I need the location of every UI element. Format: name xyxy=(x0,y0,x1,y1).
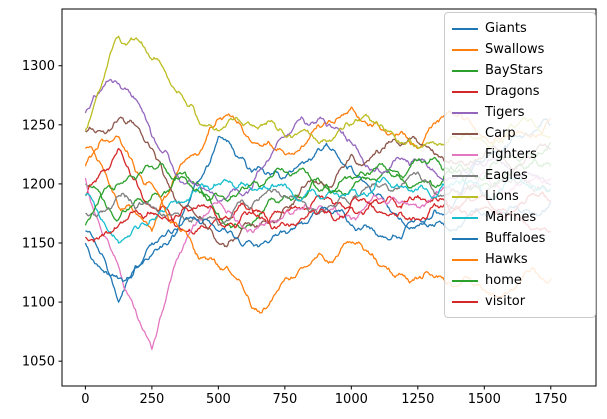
legend-entry-buffaloes: Buffaloes xyxy=(452,228,589,249)
legend-line-sample xyxy=(452,258,478,261)
legend-label: Buffaloes xyxy=(485,231,546,246)
legend-label: BayStars xyxy=(485,63,544,78)
legend-line-sample xyxy=(452,69,478,72)
legend-entry-home: home xyxy=(452,270,589,291)
legend-label: home xyxy=(485,273,522,288)
legend-label: Carp xyxy=(485,126,516,141)
legend-line-sample xyxy=(452,90,478,93)
legend-entry-baystars: BayStars xyxy=(452,60,589,81)
y-tick-label: 1200 xyxy=(22,177,55,192)
y-tick-label: 1050 xyxy=(22,355,55,370)
legend-entry-eagles: Eagles xyxy=(452,165,589,186)
legend-line-sample xyxy=(452,216,478,219)
legend: Giants Swallows BayStars Dragons Tigers Carp F… xyxy=(444,12,596,318)
legend-entry-giants: Giants xyxy=(452,18,589,39)
legend-line-sample xyxy=(452,48,478,51)
x-tick-label: 1750 xyxy=(534,392,567,407)
legend-entry-visitor: visitor xyxy=(452,291,589,312)
legend-line-sample xyxy=(452,300,478,303)
legend-label: Hawks xyxy=(485,252,528,267)
legend-line-sample xyxy=(452,174,478,177)
legend-entry-lions: Lions xyxy=(452,186,589,207)
axes-spines xyxy=(61,8,597,387)
legend-label: Tigers xyxy=(485,105,525,120)
legend-line-sample xyxy=(452,111,478,114)
legend-entry-dragons: Dragons xyxy=(452,81,589,102)
x-tick-label: 250 xyxy=(139,392,164,407)
legend-line-sample xyxy=(452,153,478,156)
legend-label: Swallows xyxy=(485,42,545,57)
legend-entry-tigers: Tigers xyxy=(452,102,589,123)
legend-label: Giants xyxy=(485,21,527,36)
legend-label: visitor xyxy=(485,294,526,309)
x-tick-label: 1000 xyxy=(335,392,368,407)
x-tick-label: 750 xyxy=(272,392,297,407)
y-axis: 1050 1100 1150 1200 1250 1300 xyxy=(22,59,62,370)
legend-entry-carp: Carp xyxy=(452,123,589,144)
legend-label: Dragons xyxy=(485,84,540,99)
legend-line-sample xyxy=(452,132,478,135)
legend-entry-marines: Marines xyxy=(452,207,589,228)
x-tick-label: 0 xyxy=(81,392,89,407)
x-axis: 0 250 500 750 1000 1250 1500 1750 xyxy=(81,386,567,407)
legend-label: Marines xyxy=(485,210,537,225)
legend-label: Eagles xyxy=(485,168,528,183)
legend-line-sample xyxy=(452,237,478,240)
legend-label: Fighters xyxy=(485,147,537,162)
y-tick-label: 1100 xyxy=(22,296,55,311)
legend-entry-fighters: Fighters xyxy=(452,144,589,165)
legend-entry-swallows: Swallows xyxy=(452,39,589,60)
legend-line-sample xyxy=(452,27,478,30)
x-tick-label: 1250 xyxy=(401,392,434,407)
legend-label: Lions xyxy=(485,189,519,204)
legend-entry-hawks: Hawks xyxy=(452,249,589,270)
x-tick-label: 500 xyxy=(206,392,231,407)
legend-line-sample xyxy=(452,195,478,198)
legend-line-sample xyxy=(452,279,478,282)
y-tick-label: 1250 xyxy=(22,118,55,133)
y-tick-label: 1150 xyxy=(22,237,55,252)
y-tick-label: 1300 xyxy=(22,59,55,74)
x-tick-label: 1500 xyxy=(468,392,501,407)
